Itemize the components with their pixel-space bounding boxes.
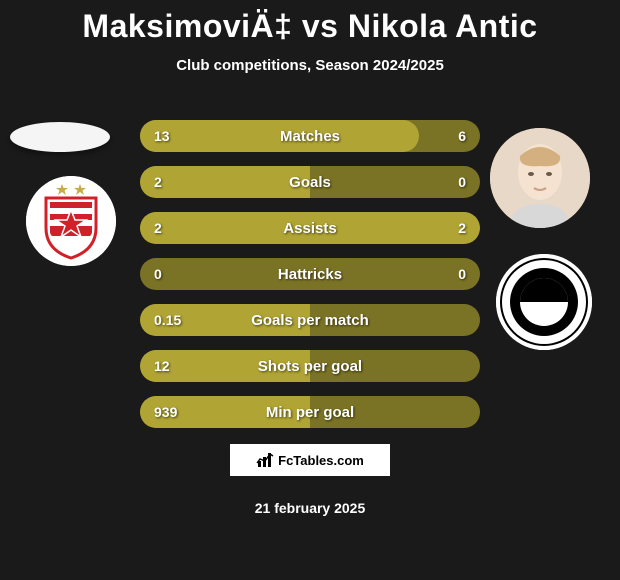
watermark-text: FcTables.com	[278, 453, 364, 468]
comparison-card: MaksimoviÄ‡ vs Nikola Antic Club competi…	[0, 0, 620, 580]
stat-row: 12Shots per goal	[140, 350, 480, 382]
player1-avatar	[10, 122, 110, 152]
stat-label: Assists	[140, 212, 480, 244]
stat-row: 20Goals	[140, 166, 480, 198]
stat-row: 0.15Goals per match	[140, 304, 480, 336]
player1-club-badge	[26, 176, 116, 266]
stat-label: Goals	[140, 166, 480, 198]
page-title: MaksimoviÄ‡ vs Nikola Antic	[0, 8, 620, 45]
chart-icon	[256, 451, 274, 469]
player2-avatar	[490, 128, 590, 228]
stat-row: 00Hattricks	[140, 258, 480, 290]
stats-bars: 136Matches 20Goals 22Assists 00Hattricks 0.1…	[140, 120, 480, 442]
stat-label: Goals per match	[140, 304, 480, 336]
stat-row: 939Min per goal	[140, 396, 480, 428]
stat-row: 136Matches	[140, 120, 480, 152]
watermark: FcTables.com	[230, 444, 390, 476]
player2-club-badge	[496, 254, 592, 350]
stat-label: Hattricks	[140, 258, 480, 290]
footer-date: 21 february 2025	[0, 500, 620, 516]
subtitle: Club competitions, Season 2024/2025	[0, 57, 620, 74]
stat-label: Min per goal	[140, 396, 480, 428]
stat-label: Matches	[140, 120, 480, 152]
stat-row: 22Assists	[140, 212, 480, 244]
stat-label: Shots per goal	[140, 350, 480, 382]
